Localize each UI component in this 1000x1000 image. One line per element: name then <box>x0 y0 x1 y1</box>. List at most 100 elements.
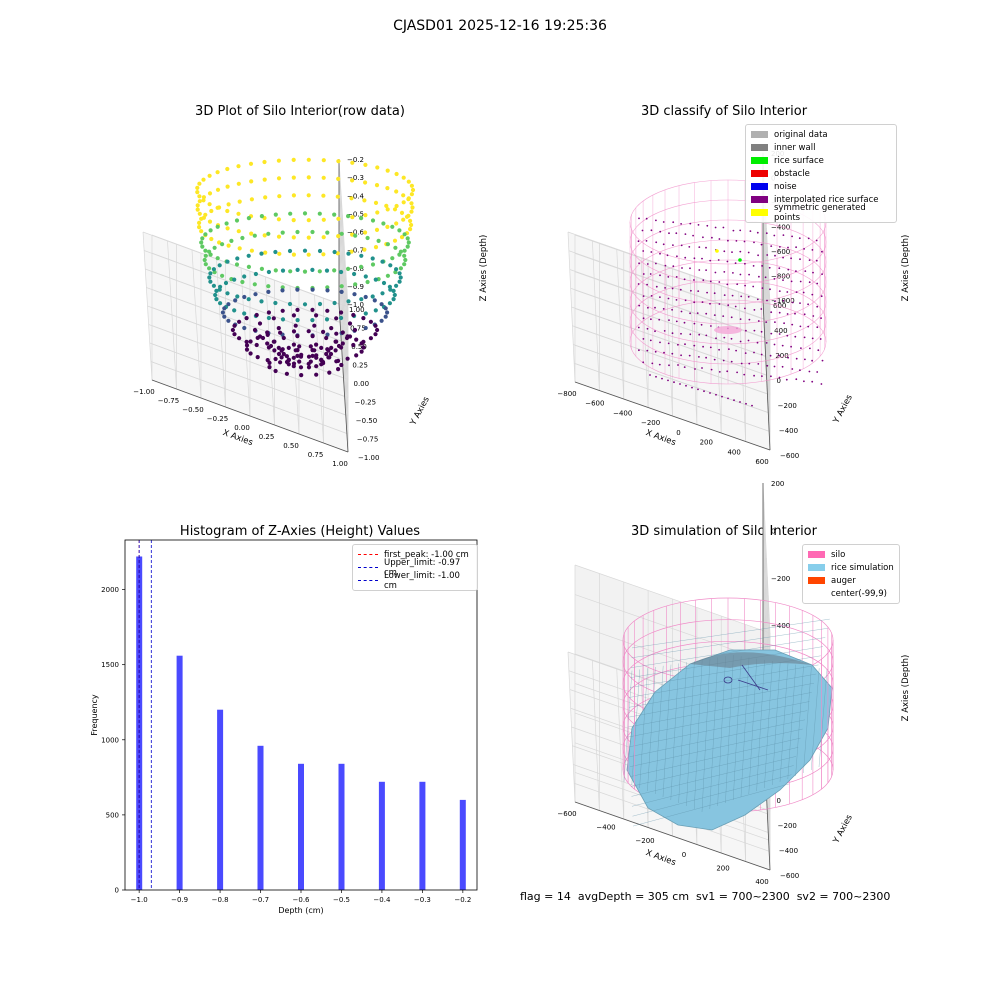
raw-point <box>262 159 267 165</box>
sim-ytick-label: −400 <box>779 847 798 855</box>
raw-point <box>280 285 285 290</box>
raw-point <box>329 326 334 331</box>
cls-point <box>761 375 763 377</box>
cls-point <box>645 240 648 242</box>
raw-point <box>363 230 368 235</box>
cls-ytick-label: −600 <box>780 452 799 460</box>
raw-point <box>262 233 267 238</box>
raw-point <box>276 234 282 239</box>
raw-point <box>332 268 337 273</box>
raw-point <box>244 347 250 352</box>
cls-point <box>680 354 682 357</box>
cls-point <box>778 354 780 357</box>
cls-point <box>667 342 670 345</box>
cls-point <box>650 318 652 321</box>
raw-point <box>385 273 390 278</box>
cls-point <box>761 265 763 267</box>
legend-swatch <box>358 554 378 555</box>
cls-point <box>642 338 645 340</box>
raw-point <box>242 294 247 300</box>
sim-surface-mesh <box>629 728 803 767</box>
cls-point <box>700 323 703 326</box>
cls-point <box>778 376 781 379</box>
legend-label: center(-99,9) <box>831 588 887 599</box>
sim-surface-mesh <box>630 637 826 668</box>
raw-point <box>363 180 368 185</box>
cls-point <box>694 368 696 370</box>
raw-point <box>295 318 300 323</box>
sim-ztick-label: −200 <box>771 575 790 583</box>
cls-point <box>698 356 700 358</box>
cls-point <box>689 222 692 225</box>
legend-swatch <box>751 144 768 151</box>
raw-xtick-label: −0.75 <box>158 397 179 405</box>
raw-point <box>346 266 351 271</box>
cls-yaxis-line <box>762 299 771 451</box>
raw-point <box>257 321 263 326</box>
cls-point <box>815 259 818 262</box>
raw-point <box>394 203 399 209</box>
raw-point <box>359 297 364 302</box>
cls-point <box>790 257 792 260</box>
raw-point <box>195 203 200 208</box>
cls-point <box>718 238 721 240</box>
sim-surface-mesh <box>678 662 687 804</box>
cls-point <box>808 281 811 284</box>
cls-point <box>698 333 701 336</box>
raw-point <box>266 289 271 294</box>
raw-point <box>336 176 341 181</box>
raw-point <box>271 316 276 321</box>
cls-point <box>728 348 730 350</box>
cls-point <box>714 226 717 229</box>
raw-point <box>298 365 304 370</box>
cls-point <box>770 245 773 248</box>
raw-point <box>211 283 216 288</box>
cls-point <box>690 289 692 292</box>
cls-point <box>802 291 805 294</box>
raw-point <box>306 252 311 257</box>
cls-point <box>816 305 819 308</box>
sim-surface-mesh <box>630 737 801 777</box>
cls-point <box>731 251 733 254</box>
cls-point <box>698 246 701 249</box>
raw-point <box>236 181 241 186</box>
raw-point <box>399 210 405 215</box>
sim-surface-mesh <box>631 669 640 786</box>
cls-ztick-label: −800 <box>771 273 790 281</box>
cls-point <box>732 272 734 274</box>
legend-label: first_peak: -1.00 cm <box>384 549 469 560</box>
cls-point <box>655 241 658 244</box>
cls-point <box>664 287 666 289</box>
sim-surface-mesh <box>803 666 812 774</box>
legend-item: rice surface <box>751 154 891 167</box>
raw-point <box>200 236 205 241</box>
legend-label: inner wall <box>774 142 816 153</box>
cls-point <box>756 298 759 301</box>
raw-point <box>339 362 344 368</box>
cls-point <box>709 392 711 394</box>
raw-ytick-label: −0.75 <box>357 436 378 444</box>
sim-xlabel: X Axies <box>644 848 677 868</box>
sim-surface-mesh <box>701 658 711 813</box>
cls-point <box>672 244 674 247</box>
raw-point <box>273 356 278 362</box>
raw-point <box>406 179 411 184</box>
hist-bar <box>459 799 466 890</box>
cls-point <box>709 346 712 349</box>
raw-point <box>398 275 403 280</box>
raw-point <box>225 291 230 296</box>
raw-point <box>232 277 237 282</box>
histogram-legend: first_peak: -1.00 cm Upper_limit: -0.97 … <box>352 544 478 591</box>
cls-point <box>770 311 773 314</box>
sim-surface-mesh <box>630 747 799 787</box>
cls-point <box>752 265 755 267</box>
raw-point <box>408 227 413 232</box>
cls-point <box>773 234 776 237</box>
cls-point <box>747 251 750 254</box>
cls-point <box>781 344 784 347</box>
cls-point <box>693 344 696 347</box>
raw-point <box>248 339 253 344</box>
raw-point <box>217 263 222 268</box>
cls-point <box>689 267 691 270</box>
raw-point <box>259 251 264 256</box>
